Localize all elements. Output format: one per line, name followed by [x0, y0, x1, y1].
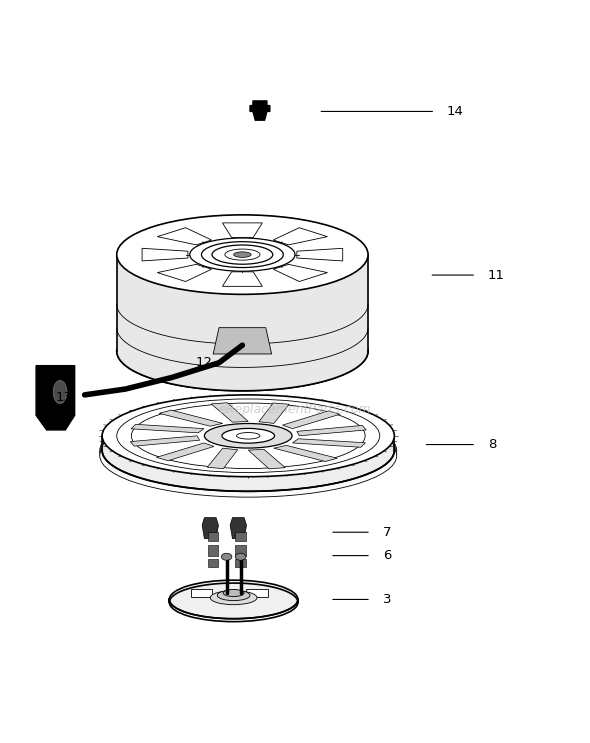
Polygon shape [293, 439, 365, 447]
Polygon shape [248, 450, 286, 469]
Ellipse shape [169, 583, 298, 622]
Ellipse shape [212, 245, 273, 265]
Polygon shape [297, 248, 343, 261]
Ellipse shape [234, 252, 251, 257]
Text: 12: 12 [196, 356, 212, 369]
Polygon shape [191, 589, 212, 597]
Polygon shape [207, 448, 238, 469]
Polygon shape [247, 589, 267, 597]
Ellipse shape [100, 414, 396, 497]
Polygon shape [222, 223, 263, 237]
Polygon shape [213, 328, 271, 354]
Ellipse shape [102, 409, 394, 491]
Polygon shape [131, 424, 204, 433]
Ellipse shape [117, 399, 380, 473]
Polygon shape [211, 403, 248, 422]
Text: 13: 13 [55, 392, 73, 404]
Ellipse shape [132, 403, 365, 469]
Polygon shape [208, 545, 218, 556]
Polygon shape [230, 518, 247, 539]
Polygon shape [274, 445, 337, 461]
Polygon shape [273, 227, 327, 245]
Text: 3: 3 [383, 593, 391, 606]
Ellipse shape [100, 409, 396, 492]
Polygon shape [36, 366, 75, 430]
Ellipse shape [217, 590, 250, 600]
Polygon shape [158, 227, 212, 245]
Ellipse shape [222, 429, 274, 443]
Text: 11: 11 [488, 268, 505, 282]
Text: 6: 6 [383, 549, 391, 562]
Ellipse shape [53, 380, 67, 403]
Polygon shape [130, 436, 199, 446]
Polygon shape [235, 559, 246, 568]
Polygon shape [283, 411, 340, 429]
Polygon shape [235, 532, 246, 541]
Text: 14: 14 [447, 105, 464, 118]
Text: eReplacementParts.com: eReplacementParts.com [219, 403, 371, 416]
Text: 7: 7 [383, 526, 391, 539]
Polygon shape [142, 248, 188, 261]
Polygon shape [117, 255, 368, 391]
Ellipse shape [223, 589, 244, 597]
Polygon shape [159, 410, 222, 426]
Polygon shape [208, 559, 218, 568]
Ellipse shape [237, 432, 260, 439]
Polygon shape [158, 265, 212, 282]
Polygon shape [259, 403, 289, 424]
Polygon shape [222, 272, 263, 286]
Polygon shape [102, 409, 394, 477]
Ellipse shape [210, 591, 257, 605]
Ellipse shape [169, 580, 298, 619]
Polygon shape [235, 545, 246, 556]
Ellipse shape [190, 238, 295, 271]
Polygon shape [250, 101, 270, 120]
Text: 8: 8 [488, 438, 496, 451]
Ellipse shape [100, 412, 396, 495]
Polygon shape [273, 265, 327, 282]
Polygon shape [202, 518, 218, 539]
Polygon shape [156, 443, 214, 461]
Polygon shape [297, 426, 366, 436]
Ellipse shape [117, 215, 368, 294]
Ellipse shape [204, 424, 292, 448]
Ellipse shape [117, 311, 368, 391]
Ellipse shape [202, 241, 283, 267]
Ellipse shape [102, 395, 394, 477]
Ellipse shape [221, 554, 232, 560]
Ellipse shape [235, 554, 246, 560]
Ellipse shape [225, 249, 260, 260]
Polygon shape [208, 532, 218, 541]
